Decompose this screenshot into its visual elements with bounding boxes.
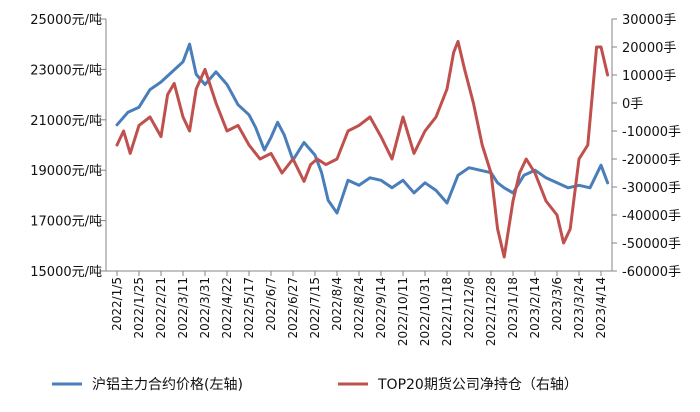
x-tick-label: 2022/1/5	[110, 277, 124, 331]
x-tick-label: 2022/3/31	[198, 277, 212, 339]
legend-label-price: 沪铝主力合约价格(左轴)	[92, 377, 243, 393]
x-tick-label: 2023/3/6	[550, 277, 564, 331]
x-tick-label: 2023/4/14	[594, 277, 608, 339]
x-tick-label: 2022/12/8	[462, 277, 476, 339]
x-tick-label: 2022/11/18	[440, 277, 454, 346]
series-line-position	[115, 39, 610, 259]
y-left-tick-label: 19000元/吨	[30, 164, 102, 179]
x-tick-label: 2023/3/24	[572, 277, 586, 339]
y-left-tick-label: 21000元/吨	[30, 114, 102, 129]
x-tick-label: 2022/2/21	[154, 277, 168, 339]
y-right-tick-label: -10000手	[622, 125, 681, 140]
y-left-tick-label: 25000元/吨	[30, 13, 102, 28]
x-tick-label: 2022/9/14	[374, 277, 388, 339]
y-right-tick-label: -50000手	[622, 237, 681, 252]
y-left-tick-label: 23000元/吨	[30, 63, 102, 78]
series-layer	[115, 39, 610, 259]
y-right-tick-label: -40000手	[622, 209, 681, 224]
x-tick-label: 2022/6/27	[286, 277, 300, 339]
x-tick-label: 2022/12/28	[484, 277, 498, 346]
x-tick-label: 2023/1/18	[506, 277, 520, 339]
legend: 沪铝主力合约价格(左轴) TOP20期货公司净持仓（右轴）	[52, 376, 578, 393]
legend-label-position: TOP20期货公司净持仓（右轴）	[377, 376, 578, 393]
series-line-price	[115, 42, 610, 215]
x-tick-label: 2022/7/15	[308, 277, 322, 339]
x-tick-label: 2022/10/11	[396, 277, 410, 346]
y-right-tick-label: 10000手	[622, 69, 676, 84]
x-tick-label: 2022/3/11	[176, 277, 190, 339]
x-tick-label: 2023/2/14	[528, 277, 542, 339]
x-tick-label: 2022/4/22	[220, 277, 234, 339]
x-tick-label: 2022/8/4	[330, 277, 344, 331]
y-right-tick-label: -30000手	[622, 181, 681, 196]
x-tick-label: 2022/10/31	[418, 277, 432, 346]
y-right-tick-label: -60000手	[622, 265, 681, 280]
y-left-tick-label: 15000元/吨	[30, 265, 102, 280]
x-tick-label: 2022/8/24	[352, 277, 366, 339]
y-left-tick-label: 17000元/吨	[30, 215, 102, 230]
x-tick-label: 2022/5/17	[242, 277, 256, 339]
x-tick-label: 2022/6/7	[264, 277, 278, 331]
y-right-tick-label: 30000手	[622, 13, 676, 28]
x-tick-label: 2022/1/25	[132, 277, 146, 339]
y-right-tick-label: -20000手	[622, 153, 681, 168]
y-right-tick-label: 20000手	[622, 41, 676, 56]
axes-layer: 15000元/吨 17000元/吨 19000元/吨 21000元/吨 23000元/吨…	[30, 13, 681, 346]
y-right-tick-label: 0手	[622, 97, 643, 112]
